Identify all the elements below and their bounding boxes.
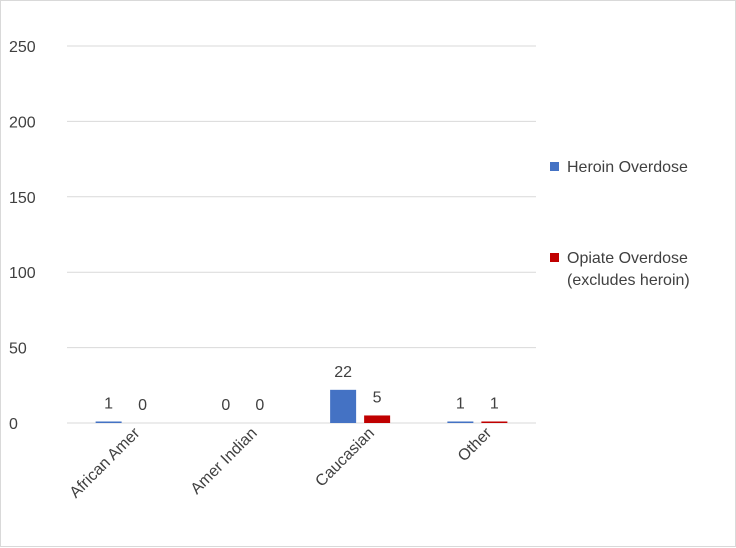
y-tick-label: 200 — [9, 114, 36, 131]
legend: Heroin Overdose Opiate Overdose (excludes … — [550, 159, 690, 289]
data-label: 1 — [104, 395, 113, 412]
legend-label: Heroin Overdose — [567, 159, 688, 176]
x-tick-label: Amer Indian — [188, 425, 261, 498]
x-tick-label: Other — [455, 424, 496, 465]
data-label: 0 — [255, 397, 264, 414]
bar-heroin-caucasian — [330, 389, 357, 423]
data-label: 0 — [221, 397, 230, 414]
data-labels: 1 0 0 0 22 5 1 1 — [104, 364, 499, 414]
legend-swatch — [550, 162, 559, 171]
y-tick-label: 0 — [9, 416, 18, 433]
bar-heroin-other — [447, 421, 474, 423]
data-label: 1 — [456, 395, 465, 412]
x-tick-label: Caucasian — [312, 425, 377, 490]
data-label: 22 — [334, 364, 352, 381]
y-tick-label: 150 — [9, 190, 36, 207]
x-axis-ticks: African Amer Amer Indian Caucasian Other — [67, 424, 496, 501]
y-tick-label: 100 — [9, 265, 36, 282]
y-axis-ticks: 0 50 100 150 200 250 — [9, 39, 36, 433]
y-tick-label: 50 — [9, 341, 27, 358]
bar-opiate-caucasian — [364, 415, 391, 423]
y-tick-label: 250 — [9, 39, 36, 56]
legend-label: (excludes heroin) — [567, 272, 690, 289]
data-label: 5 — [373, 389, 382, 406]
x-tick-label: African Amer — [67, 424, 144, 501]
gridlines — [67, 45, 536, 424]
data-label: 0 — [138, 397, 147, 414]
bar-heroin-african-amer — [95, 421, 122, 423]
bars — [95, 389, 508, 423]
legend-label: Opiate Overdose — [567, 250, 688, 267]
bar-opiate-other — [481, 421, 508, 423]
data-label: 1 — [490, 395, 499, 412]
legend-swatch — [550, 253, 559, 262]
